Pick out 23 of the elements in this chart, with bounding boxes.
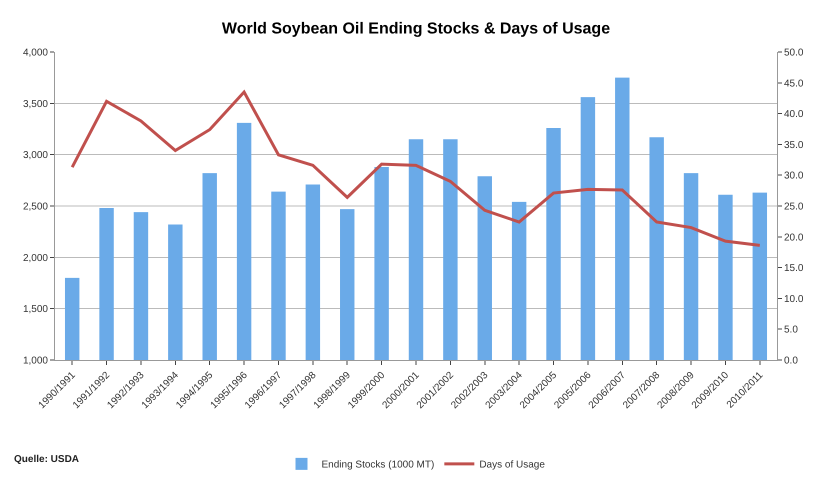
y2-tick-label: 10.0 xyxy=(784,294,804,305)
legend-label: Ending Stocks (1000 MT) xyxy=(322,460,434,471)
y-tick-label: 1,000 xyxy=(22,356,48,366)
y-tick-label: 1,500 xyxy=(22,304,48,316)
line-series xyxy=(70,90,762,247)
y-tick-label: 2,500 xyxy=(22,202,48,212)
y2-tick-label: 5.0 xyxy=(784,324,798,336)
y2-tick-label: 25.0 xyxy=(784,202,804,212)
y2-tick-label: 30.0 xyxy=(784,170,804,182)
y2-tick-label: 0.0 xyxy=(784,356,798,366)
y-tick-label: 3,500 xyxy=(22,98,48,110)
y2-tick-label: 35.0 xyxy=(784,140,804,151)
chart-title: World Soybean Oil Ending Stocks & Days of Usage xyxy=(222,20,610,38)
y2-tick-label: 50.0 xyxy=(784,48,804,58)
source-note: Quelle: USDA xyxy=(14,454,80,465)
y2-tick-label: 40.0 xyxy=(784,109,804,120)
y2-tick-label: 20.0 xyxy=(784,232,804,244)
y-tick-label: 4,000 xyxy=(22,48,48,58)
y2-tick-label: 45.0 xyxy=(784,78,804,90)
y2-tick-label: 15.0 xyxy=(784,263,804,274)
y-tick-label: 2,000 xyxy=(22,252,48,264)
legend-label: Days of Usage xyxy=(479,460,546,471)
y-tick-label: 3,000 xyxy=(22,150,48,162)
